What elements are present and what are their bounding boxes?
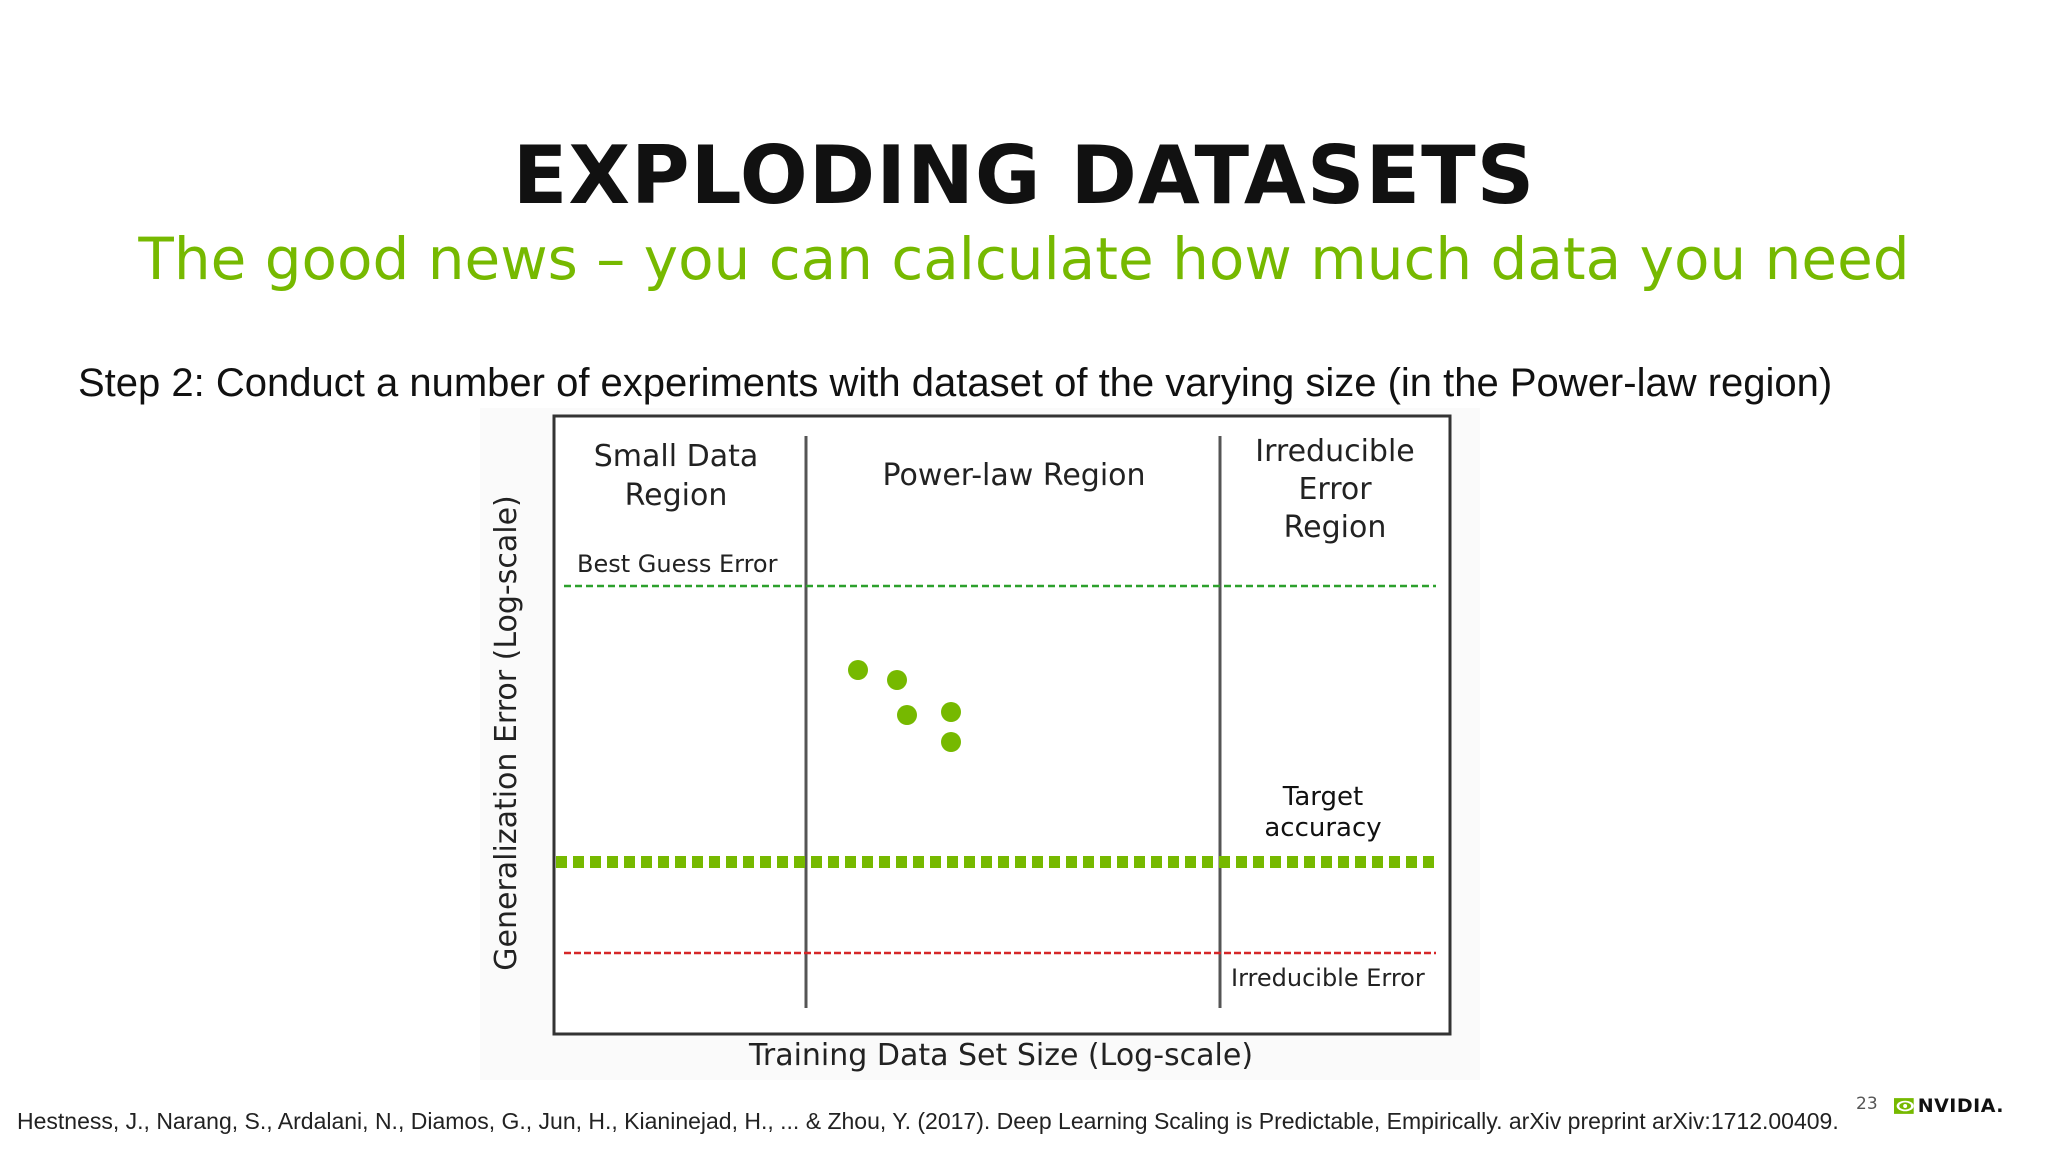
power-law-region-label: Power-law Region bbox=[882, 458, 1145, 493]
target-accuracy-label-line2: accuracy bbox=[1264, 813, 1381, 843]
nvidia-logo: NVIDIA. bbox=[1894, 1092, 2004, 1120]
step-text: Step 2: Conduct a number of experiments … bbox=[78, 361, 1833, 405]
irreducible-region-label-line2: Error bbox=[1298, 472, 1372, 507]
small-data-region-label-line1: Small Data bbox=[594, 439, 759, 474]
irreducible-region-label-line1: Irreducible bbox=[1255, 434, 1415, 469]
irreducible-error-label: Irreducible Error bbox=[1231, 964, 1425, 992]
citation: Hestness, J., Narang, S., Ardalani, N., … bbox=[17, 1108, 1839, 1134]
nvidia-wordmark: NVIDIA. bbox=[1917, 1095, 2004, 1117]
experiment-point bbox=[941, 732, 961, 752]
best-guess-error-label: Best Guess Error bbox=[577, 550, 778, 578]
slide-subtitle: The good news – you can calculate how mu… bbox=[138, 225, 1910, 293]
nvidia-eye-icon bbox=[1894, 1098, 1914, 1114]
x-axis-label: Training Data Set Size (Log-scale) bbox=[748, 1038, 1253, 1073]
irreducible-region-label-line3: Region bbox=[1284, 510, 1387, 545]
plot-frame bbox=[552, 414, 1452, 1036]
y-axis-label: Generalization Error (Log-scale) bbox=[489, 495, 524, 970]
page-number: 23 bbox=[1856, 1094, 1878, 1114]
slide-title: EXPLODING DATASETS bbox=[512, 129, 1536, 222]
small-data-region-label-line2: Region bbox=[625, 478, 728, 513]
experiment-point bbox=[848, 660, 868, 680]
scaling-diagram: Small Data Region Power-law Region Irred… bbox=[480, 408, 1480, 1080]
experiment-point bbox=[887, 670, 907, 690]
experiment-point bbox=[897, 705, 917, 725]
target-accuracy-label-line1: Target bbox=[1282, 782, 1363, 812]
experiment-point bbox=[941, 702, 961, 722]
